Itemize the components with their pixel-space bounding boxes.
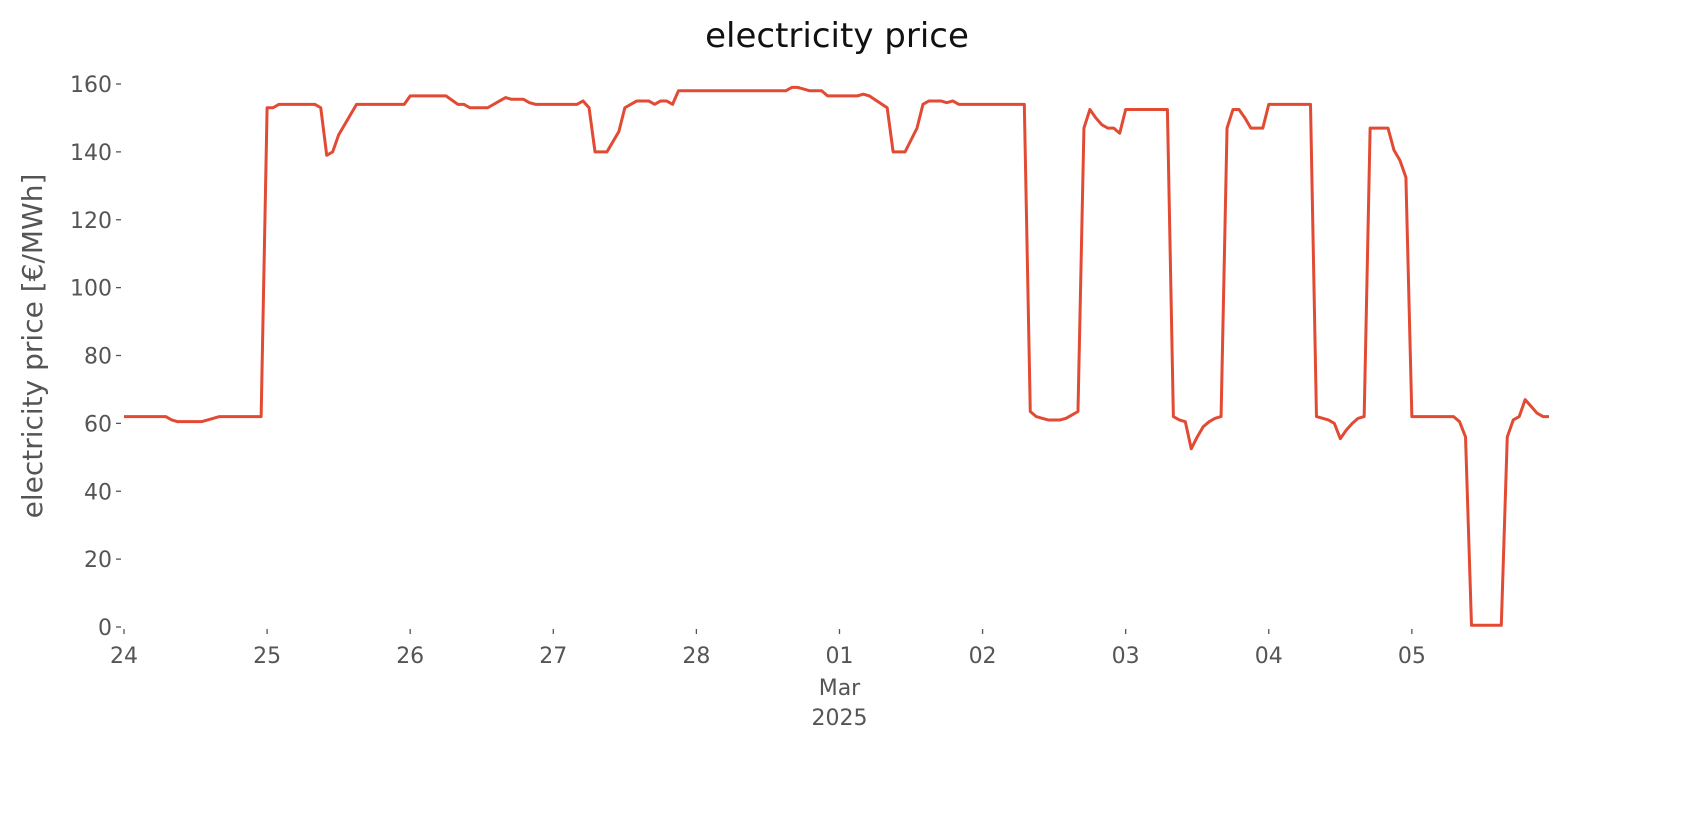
y-axis-label: electricity price [€/MWh] bbox=[16, 174, 49, 519]
y-tick-label: 20 bbox=[84, 548, 112, 573]
x-tick-label: 25 bbox=[253, 644, 281, 669]
x-tick-label: 05 bbox=[1398, 644, 1426, 669]
x-tick-label: 02 bbox=[969, 644, 997, 669]
y-tick-label: 160 bbox=[70, 73, 112, 98]
x-tick-sublabel: 2025 bbox=[811, 706, 867, 731]
y-tick-label: 100 bbox=[70, 277, 112, 302]
x-tick-label: 28 bbox=[682, 644, 710, 669]
x-tick-label: 27 bbox=[539, 644, 567, 669]
y-tick-label: 120 bbox=[70, 209, 112, 234]
x-tick-label: 24 bbox=[110, 644, 138, 669]
chart-title: electricity price bbox=[705, 16, 969, 56]
y-tick-label: 40 bbox=[84, 480, 112, 505]
y-tick-label: 80 bbox=[84, 345, 112, 370]
y-tick-label: 140 bbox=[70, 141, 112, 166]
x-tick-label: 01 bbox=[825, 644, 853, 669]
x-tick-label: 03 bbox=[1112, 644, 1140, 669]
y-tick-label: 0 bbox=[98, 616, 112, 641]
x-tick-label: 04 bbox=[1255, 644, 1283, 669]
x-tick-label: 26 bbox=[396, 644, 424, 669]
price-line bbox=[124, 85, 1549, 627]
y-tick-label: 60 bbox=[84, 412, 112, 437]
x-tick-sublabel: Mar bbox=[819, 676, 861, 701]
